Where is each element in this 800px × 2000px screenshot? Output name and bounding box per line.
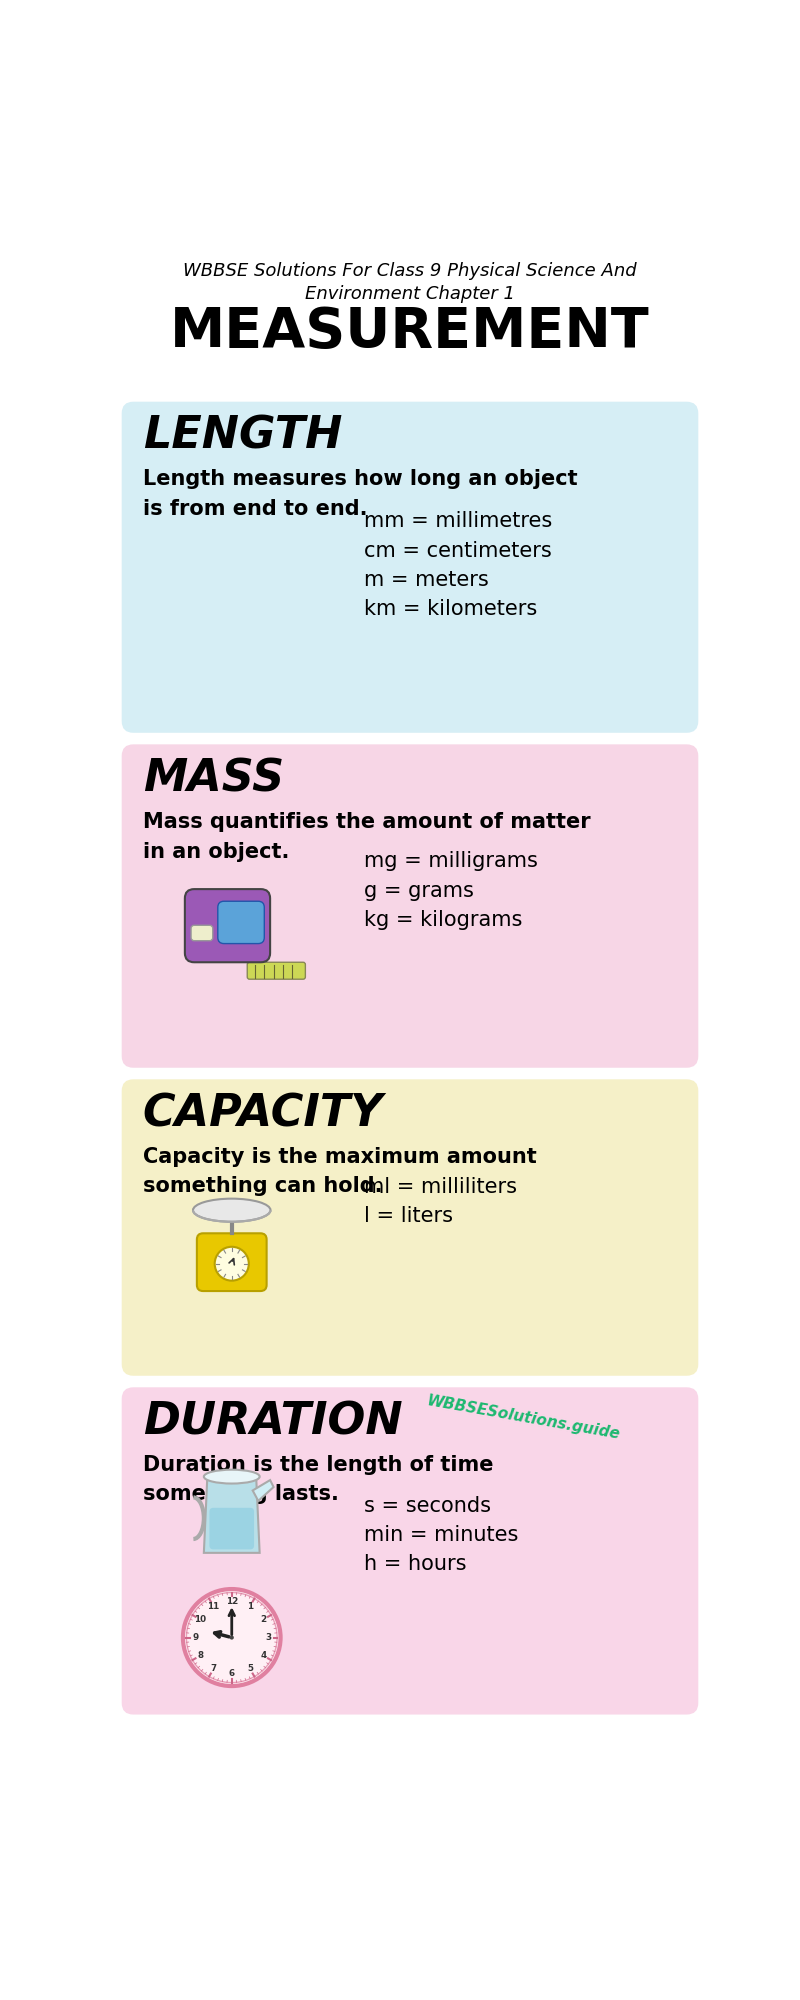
Text: cm = centimeters: cm = centimeters: [363, 540, 551, 560]
FancyBboxPatch shape: [247, 962, 306, 980]
Text: 3: 3: [265, 1634, 271, 1642]
FancyBboxPatch shape: [218, 902, 264, 944]
FancyBboxPatch shape: [197, 1234, 266, 1292]
Text: LENGTH: LENGTH: [142, 414, 342, 458]
Text: min = minutes: min = minutes: [363, 1524, 518, 1544]
Circle shape: [230, 1636, 234, 1640]
FancyBboxPatch shape: [191, 926, 213, 940]
Circle shape: [214, 1246, 249, 1280]
Text: kg = kilograms: kg = kilograms: [363, 910, 522, 930]
Text: 6: 6: [229, 1670, 235, 1678]
Text: 4: 4: [260, 1652, 266, 1660]
Text: Mass quantifies the amount of matter
in an object.: Mass quantifies the amount of matter in …: [142, 812, 590, 862]
Text: Capacity is the maximum amount
something can hold.: Capacity is the maximum amount something…: [142, 1146, 536, 1196]
Text: Environment Chapter 1: Environment Chapter 1: [305, 284, 515, 302]
Text: h = hours: h = hours: [363, 1554, 466, 1574]
FancyBboxPatch shape: [185, 890, 270, 962]
Polygon shape: [253, 1480, 274, 1500]
FancyBboxPatch shape: [122, 1080, 698, 1376]
Text: 10: 10: [194, 1616, 206, 1624]
Circle shape: [183, 1590, 281, 1686]
Text: km = kilometers: km = kilometers: [363, 600, 537, 620]
FancyBboxPatch shape: [122, 1388, 698, 1714]
Ellipse shape: [193, 1198, 270, 1222]
Ellipse shape: [204, 1470, 260, 1484]
Text: 5: 5: [247, 1664, 253, 1674]
Text: WBBSESolutions.guide: WBBSESolutions.guide: [426, 1394, 622, 1442]
FancyBboxPatch shape: [210, 1508, 254, 1550]
Text: 9: 9: [193, 1634, 198, 1642]
Text: g = grams: g = grams: [363, 880, 474, 900]
FancyBboxPatch shape: [122, 402, 698, 732]
Text: s = seconds: s = seconds: [363, 1496, 490, 1516]
Bar: [100, 240, 720, 394]
Text: Duration is the length of time
something lasts.: Duration is the length of time something…: [142, 1454, 493, 1504]
Polygon shape: [204, 1476, 260, 1552]
Text: 12: 12: [226, 1598, 238, 1606]
Text: l = liters: l = liters: [363, 1206, 453, 1226]
Text: 11: 11: [207, 1602, 220, 1610]
Text: DURATION: DURATION: [142, 1400, 402, 1444]
Text: MEASUREMENT: MEASUREMENT: [170, 306, 650, 360]
Text: mg = milligrams: mg = milligrams: [363, 852, 538, 872]
Text: Length measures how long an object
is from end to end.: Length measures how long an object is fr…: [142, 470, 578, 518]
Text: WBBSE Solutions For Class 9 Physical Science And: WBBSE Solutions For Class 9 Physical Sci…: [183, 262, 637, 280]
Text: MASS: MASS: [142, 758, 284, 800]
Text: 7: 7: [210, 1664, 217, 1674]
Text: 1: 1: [247, 1602, 253, 1610]
FancyBboxPatch shape: [122, 744, 698, 1068]
Text: CAPACITY: CAPACITY: [142, 1092, 383, 1136]
Text: 2: 2: [260, 1616, 266, 1624]
Text: ml = milliliters: ml = milliliters: [363, 1176, 517, 1196]
Text: mm = millimetres: mm = millimetres: [363, 512, 552, 532]
Text: 8: 8: [198, 1652, 203, 1660]
Text: m = meters: m = meters: [363, 570, 488, 590]
